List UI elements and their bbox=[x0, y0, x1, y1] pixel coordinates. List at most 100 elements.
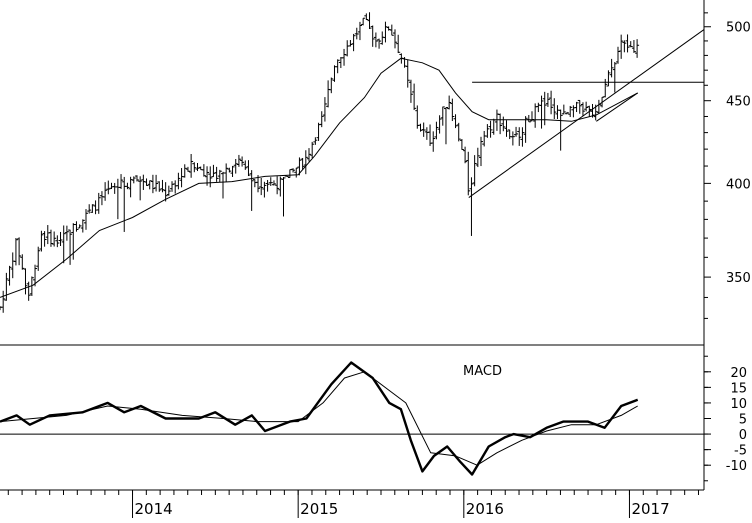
price-bar bbox=[523, 116, 528, 143]
price-bar bbox=[103, 182, 108, 201]
price-bar bbox=[55, 235, 60, 248]
price-panel bbox=[0, 12, 705, 313]
price-bar bbox=[514, 126, 519, 137]
price-bar bbox=[542, 91, 547, 126]
price-tick-label: 350 bbox=[726, 271, 751, 286]
price-bar bbox=[185, 166, 190, 172]
price-bar bbox=[364, 13, 369, 21]
price-bar bbox=[631, 40, 636, 53]
price-bar bbox=[227, 167, 232, 173]
price-bar bbox=[284, 175, 289, 177]
price-bar bbox=[498, 113, 503, 135]
price-bar bbox=[322, 97, 327, 122]
price-bar bbox=[64, 225, 69, 241]
macd-line bbox=[0, 361, 639, 476]
price-bar bbox=[240, 156, 245, 167]
price-bar bbox=[619, 34, 624, 59]
price-bar bbox=[348, 39, 353, 47]
price-bar bbox=[386, 26, 391, 31]
price-bar bbox=[319, 111, 324, 128]
price-bar bbox=[396, 34, 401, 54]
price-bar bbox=[440, 106, 445, 126]
price-bar bbox=[220, 171, 225, 199]
price-bar bbox=[635, 39, 640, 58]
price-bar bbox=[138, 176, 143, 201]
price-bar bbox=[549, 90, 554, 115]
price-bar bbox=[192, 162, 197, 173]
price-bar bbox=[361, 17, 366, 26]
price-bar bbox=[434, 121, 439, 140]
price-bar bbox=[10, 252, 15, 279]
price-bar bbox=[504, 120, 509, 137]
price-bar bbox=[291, 168, 296, 173]
price-bar bbox=[606, 70, 611, 87]
price-bar bbox=[45, 225, 50, 245]
price-bar bbox=[281, 177, 286, 217]
macd-tick-label: -10 bbox=[726, 459, 747, 474]
macd-panel: MACD bbox=[0, 361, 704, 476]
price-bar bbox=[297, 157, 302, 176]
price-bar bbox=[96, 192, 101, 214]
price-bar bbox=[354, 27, 359, 40]
price-bar bbox=[329, 77, 334, 94]
price-bar bbox=[112, 182, 117, 194]
price-bar bbox=[482, 130, 487, 147]
price-bar bbox=[74, 221, 79, 232]
price-bar bbox=[437, 115, 442, 134]
price-bar bbox=[68, 229, 73, 265]
price-bar bbox=[128, 176, 133, 198]
price-bar bbox=[568, 105, 573, 117]
price-bar bbox=[77, 224, 82, 229]
price-bar bbox=[271, 180, 276, 186]
price-bar bbox=[233, 159, 238, 174]
price-bar bbox=[125, 182, 130, 190]
price-bar bbox=[246, 160, 251, 177]
price-bar bbox=[182, 164, 187, 178]
price-bar bbox=[300, 157, 305, 170]
price-bar bbox=[377, 38, 382, 49]
price-bar bbox=[405, 59, 410, 88]
price-bar bbox=[195, 162, 200, 172]
macd-tick-label: 5 bbox=[739, 413, 747, 428]
price-bar bbox=[170, 181, 175, 192]
price-bar bbox=[536, 102, 541, 113]
price-bar bbox=[459, 139, 464, 151]
price-bar bbox=[278, 176, 283, 197]
price-bar bbox=[380, 31, 385, 45]
year-tick-label: 2015 bbox=[300, 500, 338, 518]
price-bar bbox=[275, 176, 280, 195]
price-bar bbox=[33, 264, 38, 287]
price-bar bbox=[236, 154, 241, 167]
price-bar bbox=[431, 131, 436, 152]
price-bar bbox=[609, 58, 614, 78]
price-trendlines bbox=[468, 29, 705, 198]
price-bar bbox=[208, 166, 213, 188]
price-tick-label: 400 bbox=[726, 177, 751, 192]
price-bar bbox=[450, 98, 455, 122]
price-bar bbox=[249, 170, 254, 211]
price-bar bbox=[217, 169, 222, 183]
price-bar bbox=[224, 163, 229, 182]
price-bar bbox=[268, 177, 273, 186]
price-bar bbox=[580, 102, 585, 116]
price-bar bbox=[80, 219, 85, 233]
price-bar bbox=[13, 237, 18, 266]
price-bar bbox=[157, 181, 162, 192]
price-bar bbox=[52, 231, 57, 247]
price-bar bbox=[93, 200, 98, 215]
price-bar bbox=[17, 237, 22, 266]
price-bar bbox=[561, 104, 566, 115]
price-overlays bbox=[0, 57, 638, 298]
price-bar bbox=[345, 40, 350, 57]
year-tick-label: 2014 bbox=[135, 500, 173, 518]
price-bar bbox=[87, 204, 92, 214]
price-bar bbox=[517, 127, 522, 146]
price-bar bbox=[243, 160, 248, 170]
price-bar bbox=[160, 179, 165, 193]
price-bar bbox=[491, 118, 496, 135]
price-bar bbox=[20, 254, 25, 270]
price-bar bbox=[58, 231, 63, 247]
year-tick-label: 2016 bbox=[466, 500, 504, 518]
price-bar bbox=[48, 229, 53, 247]
price-bar bbox=[479, 136, 484, 167]
